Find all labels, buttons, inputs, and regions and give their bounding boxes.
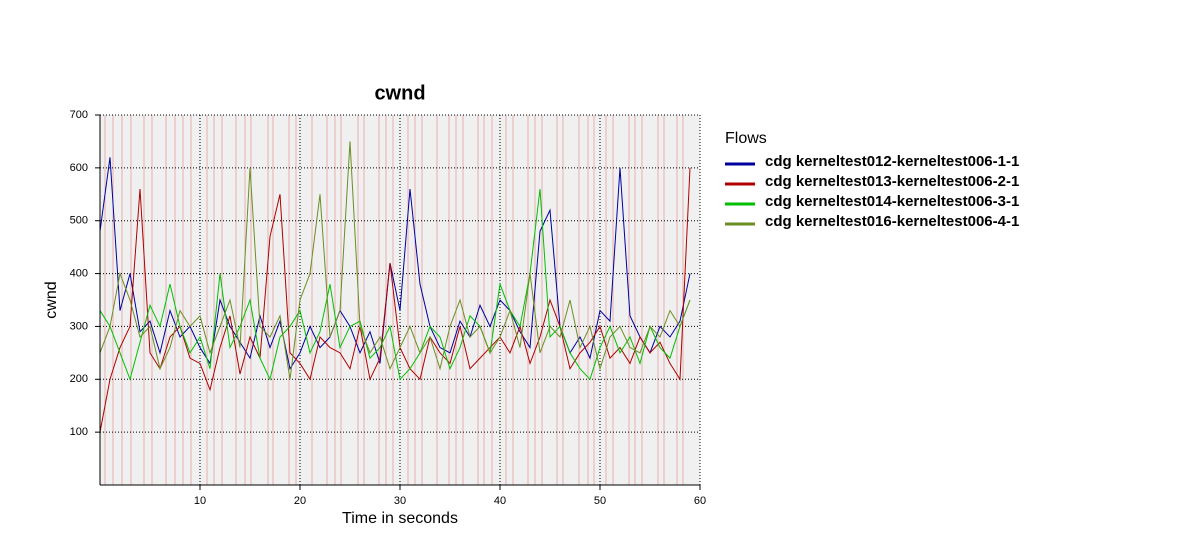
- series-line: [99, 157, 691, 371]
- y-tick-label: 400: [70, 267, 88, 279]
- x-tick-label: 20: [294, 495, 306, 507]
- legend-label: cdg kerneltest016-kerneltest006-4-1: [765, 213, 1019, 230]
- legend-label: cdg kerneltest013-kerneltest006-2-1: [765, 173, 1019, 190]
- legend-title: Flows: [725, 130, 767, 147]
- legend-label: cdg kerneltest012-kerneltest006-1-1: [765, 153, 1019, 170]
- chart-title: cwnd: [374, 82, 425, 104]
- x-axis-label: Time in seconds: [342, 510, 458, 527]
- plot-background: [100, 115, 700, 485]
- series-line: [99, 188, 691, 381]
- y-axis-label: cwnd: [43, 281, 60, 318]
- x-tick-label: 40: [494, 495, 506, 507]
- series-line: [99, 167, 691, 433]
- x-tick-label: 10: [194, 495, 206, 507]
- y-tick-label: 300: [70, 320, 88, 332]
- y-tick-label: 600: [70, 162, 88, 174]
- y-tick-label: 200: [70, 373, 88, 385]
- x-tick-label: 50: [594, 495, 606, 507]
- y-tick-label: 500: [70, 215, 88, 227]
- y-tick-label: 700: [70, 109, 88, 121]
- legend-label: cdg kerneltest014-kerneltest006-3-1: [765, 193, 1019, 210]
- x-tick-label: 30: [394, 495, 406, 507]
- x-tick-label: 60: [694, 495, 706, 507]
- series-line: [99, 141, 691, 380]
- y-tick-label: 100: [70, 426, 88, 438]
